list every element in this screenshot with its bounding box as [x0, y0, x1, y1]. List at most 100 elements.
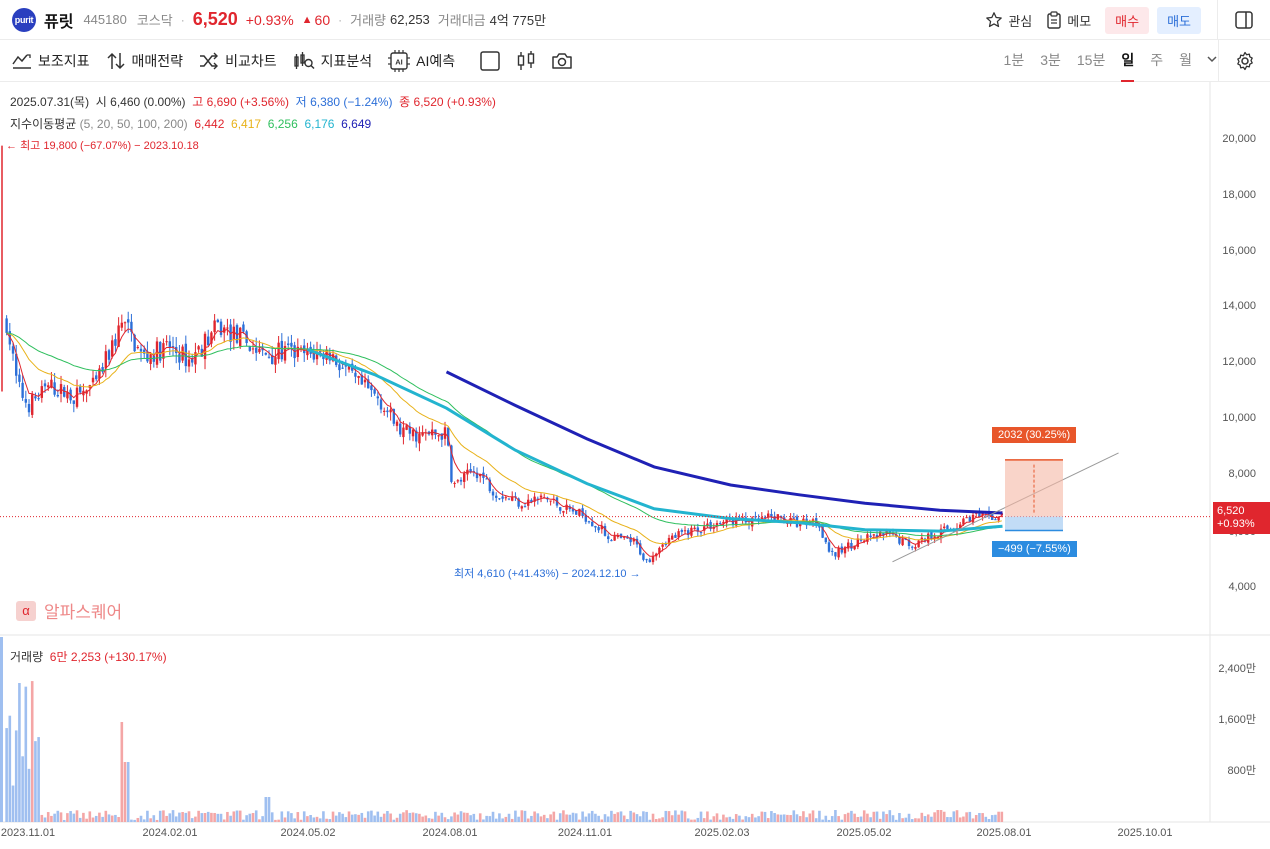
volume-bar	[712, 816, 716, 822]
candle-body	[117, 325, 120, 347]
volume-bar	[920, 812, 924, 822]
candle-body	[856, 538, 860, 547]
ai-predict-button[interactable]: AI AI예측	[388, 49, 455, 72]
chart-type-button[interactable]	[515, 50, 537, 72]
candle-body	[399, 423, 402, 435]
volume-bar	[805, 817, 808, 822]
volume-bar	[69, 811, 72, 822]
sell-button[interactable]: 매도	[1157, 6, 1201, 34]
candle-body	[159, 342, 162, 361]
strategy-button[interactable]: 매매전략	[106, 51, 183, 71]
period-day[interactable]: 일	[1121, 40, 1135, 82]
candle-body	[347, 365, 351, 370]
volume-bar	[334, 815, 338, 822]
candle-body	[680, 530, 684, 532]
volume-bar	[270, 812, 274, 822]
separator: ·	[180, 12, 185, 27]
settings-button[interactable]	[1218, 40, 1270, 82]
chart-layout-button[interactable]	[479, 50, 501, 72]
candle-body	[571, 508, 575, 512]
ema50-value: 6,256	[267, 117, 298, 131]
volume-bar	[811, 810, 815, 822]
volume-bar	[8, 715, 12, 822]
volume-bar	[46, 812, 50, 822]
side-panel-button[interactable]	[1218, 10, 1270, 30]
candle-body	[242, 324, 245, 332]
volume-bar	[747, 817, 751, 822]
screenshot-button[interactable]	[551, 51, 573, 71]
ema-label: 지수이동평균	[10, 117, 77, 131]
watch-button[interactable]: 관심	[985, 11, 1032, 30]
candle-body	[283, 346, 287, 361]
volume-bar	[299, 819, 303, 822]
period-month[interactable]: 월	[1179, 52, 1192, 68]
volume-bar	[933, 812, 936, 822]
volume-bar	[923, 816, 927, 822]
volume-bar	[629, 810, 632, 822]
volume-bar	[78, 817, 82, 822]
volume-value: 62,253	[390, 12, 430, 27]
candle-body	[344, 365, 348, 367]
x-tick: 2025.08.01	[976, 827, 1032, 839]
period-week[interactable]: 주	[1150, 52, 1164, 68]
candle-body	[411, 429, 415, 437]
volume-bar	[862, 810, 866, 822]
buy-button[interactable]: 매수	[1105, 6, 1150, 34]
candle-body	[101, 367, 104, 372]
period-more-button[interactable]	[1206, 40, 1218, 82]
candle-body	[107, 350, 111, 360]
panel-toggle-icon	[1235, 11, 1253, 29]
volume-bar	[302, 811, 306, 822]
candle-body	[917, 540, 920, 548]
volume-bar	[654, 819, 658, 822]
compare-button[interactable]: 비교차트	[199, 51, 277, 71]
drawing-overlay	[0, 452, 1210, 563]
candle-body	[683, 530, 687, 532]
volume-bar	[139, 815, 143, 822]
volume-bar	[565, 814, 568, 822]
volume-bar	[283, 817, 287, 822]
period-1min[interactable]: 1분	[1003, 52, 1025, 68]
period-selector: 1분 3분 15분 일 주 월	[988, 40, 1218, 82]
candle-body	[792, 517, 796, 519]
volume-bar	[373, 815, 376, 822]
candle-body	[565, 504, 568, 510]
volume-bar	[878, 818, 882, 822]
candle-body	[591, 521, 594, 527]
candle-body	[703, 526, 706, 531]
volume-bar	[859, 816, 863, 822]
period-15min[interactable]: 15분	[1076, 52, 1106, 68]
candle-body	[383, 410, 386, 412]
up-down-arrows-icon	[107, 52, 125, 69]
candle-body	[187, 359, 191, 367]
lower-target-tag: −499 (−7.55%)	[992, 541, 1077, 557]
period-3min[interactable]: 3분	[1040, 52, 1061, 68]
ai-chip-icon: AI	[388, 49, 411, 72]
volume-bar	[853, 813, 856, 822]
brand-watermark: α 알파스퀘어	[16, 598, 122, 623]
volume-bar	[904, 817, 908, 822]
memo-button[interactable]: 메모	[1046, 11, 1091, 30]
candle-body	[907, 539, 911, 547]
low-value: 6,380 (−1.24%)	[310, 95, 393, 109]
candle-body	[677, 531, 680, 538]
indicators-button[interactable]: 보조지표	[12, 51, 90, 71]
ema200-line	[445, 370, 1003, 515]
candle-body	[517, 498, 520, 507]
candle-body	[831, 550, 834, 552]
candle-body	[72, 400, 76, 404]
volume-bar	[888, 810, 892, 822]
volume-bar	[536, 813, 540, 822]
candle-body	[354, 372, 357, 377]
svg-text:AI: AI	[395, 57, 403, 66]
volume-bar	[507, 813, 511, 822]
candle-body	[402, 427, 405, 438]
volume-bar	[834, 810, 837, 822]
candle-body	[37, 398, 40, 400]
candle-body	[610, 540, 613, 542]
analysis-button[interactable]: 지표분석	[293, 51, 372, 71]
candle-body	[437, 435, 440, 437]
x-tick: 2024.08.01	[422, 827, 478, 839]
candle-body	[770, 513, 773, 518]
